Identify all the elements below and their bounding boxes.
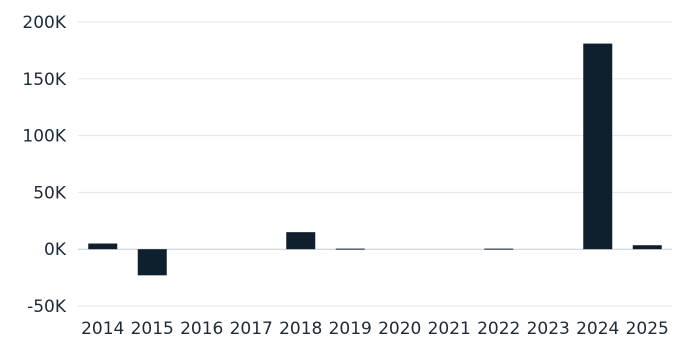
x-tick-label: 2023	[527, 319, 570, 339]
bar-2015	[137, 249, 167, 276]
x-tick-label: 2015	[131, 319, 174, 339]
y-tick-label: 50K	[33, 183, 67, 203]
gridlines	[78, 21, 672, 307]
bar-2019	[335, 248, 365, 250]
bar-2022	[484, 248, 514, 250]
x-tick-label: 2016	[180, 319, 223, 339]
y-tick-label: 150K	[22, 70, 66, 90]
x-tick-label: 2021	[428, 319, 471, 339]
x-tick-label: 2017	[230, 319, 273, 339]
bar-2025	[632, 245, 662, 250]
x-axis-ticks: 2014 2015 2016 2017 2018 2019 2020 2021 2022 2023…	[81, 319, 669, 339]
y-tick-label: 200K	[22, 13, 66, 33]
y-tick-label: 0K	[44, 240, 67, 260]
x-tick-label: 2014	[81, 319, 124, 339]
x-tick-label: 2020	[378, 319, 421, 339]
y-tick-label: -50K	[27, 297, 67, 317]
x-tick-label: 2018	[279, 319, 322, 339]
y-tick-label: 100K	[22, 127, 66, 147]
x-tick-label: 2022	[477, 319, 520, 339]
bar-2024	[583, 43, 613, 250]
bars	[88, 43, 662, 276]
y-axis-ticks: 200K 150K 100K 50K 0K -50K	[22, 13, 66, 317]
bar-2014	[88, 243, 118, 250]
bar-2018	[286, 232, 316, 250]
x-tick-label: 2025	[626, 319, 669, 339]
x-tick-label: 2019	[329, 319, 372, 339]
x-tick-label: 2024	[576, 319, 619, 339]
